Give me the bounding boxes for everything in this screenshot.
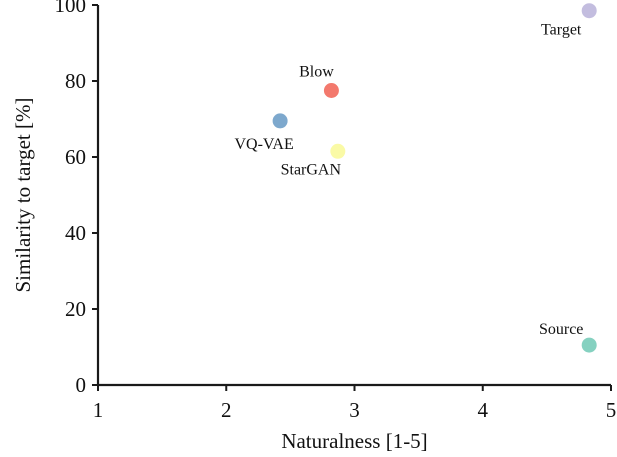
data-point-target: [581, 3, 597, 19]
y-tick-label: 20: [65, 297, 86, 321]
y-tick-label: 0: [76, 373, 87, 397]
point-label-stargan: StarGAN: [281, 161, 342, 178]
x-axis-label: Naturalness [1-5]: [281, 429, 427, 453]
data-point-blow: [323, 83, 339, 98]
y-tick-label: 40: [65, 221, 86, 245]
y-tick-label: 80: [65, 69, 86, 93]
data-point-stargan: [330, 143, 346, 159]
y-tick-label: 60: [65, 145, 86, 169]
y-axis-label: Similarity to target [%]: [11, 98, 35, 293]
point-label-vq-vae: VQ-VAE: [234, 136, 293, 153]
data-point-vq-vae: [272, 113, 288, 129]
axes: 1 2 3 4 5 0 20 40 60 80 100: [55, 0, 617, 422]
x-tick-label: 1: [93, 398, 104, 422]
point-label-blow: Blow: [299, 64, 334, 81]
data-point-source: [581, 337, 597, 353]
point-label-target: Target: [541, 22, 582, 39]
x-tick-label: 4: [478, 398, 489, 422]
data-points: [272, 3, 597, 353]
point-labels: Target Blow VQ-VAE StarGAN Source: [234, 22, 583, 338]
y-tick-label: 100: [55, 0, 87, 17]
x-tick-label: 3: [349, 398, 360, 422]
x-tick-label: 5: [606, 398, 617, 422]
x-tick-label: 2: [221, 398, 232, 422]
point-label-source: Source: [539, 321, 583, 338]
